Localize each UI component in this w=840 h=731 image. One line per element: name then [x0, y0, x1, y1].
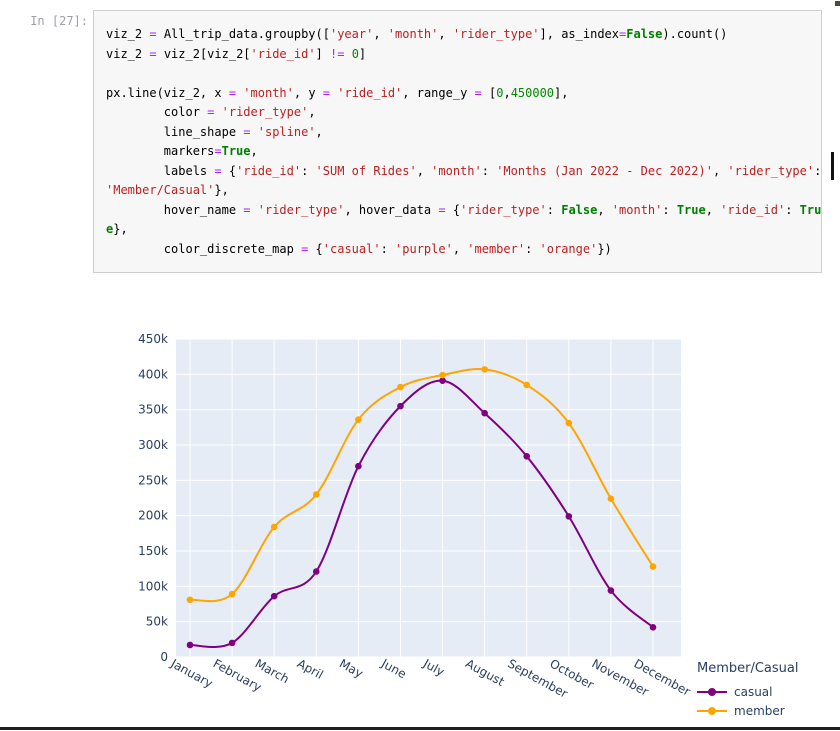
series-marker-member[interactable] — [607, 495, 615, 503]
series-marker-casual[interactable] — [355, 462, 362, 470]
code-line: line_shape = 'spline', — [106, 124, 323, 139]
x-tick-label: January — [168, 656, 215, 691]
legend-item-member[interactable]: member — [697, 701, 799, 720]
code-line: viz_2 = All_trip_data.groupby(['year', '… — [106, 27, 728, 41]
series-marker-casual[interactable] — [397, 402, 404, 410]
legend-label: member — [734, 703, 785, 718]
text-cursor — [831, 152, 834, 180]
x-tick-label: July — [420, 656, 447, 679]
plotly-figure: 0 50k 100k 150k 200k 250k 300k 350k 400k 450k Janu… — [0, 318, 840, 727]
series-casual[interactable] — [186, 377, 657, 649]
series-marker-member[interactable] — [228, 590, 236, 598]
legend-title: Member/Casual — [697, 661, 799, 676]
series-marker-casual[interactable] — [270, 592, 278, 600]
code-line: e}, — [106, 222, 128, 236]
code-line: labels = {'ride_id': 'SUM of Rides', 'mo… — [106, 163, 822, 178]
series-marker-casual[interactable] — [312, 568, 320, 575]
series-marker-casual[interactable] — [523, 453, 531, 460]
y-tick-label: 400k — [138, 367, 168, 381]
series-marker-casual[interactable] — [481, 409, 488, 417]
code-line: 'Member/Casual'}, — [106, 183, 229, 197]
series-marker-casual[interactable] — [607, 587, 615, 594]
y-tick-label: 200k — [138, 509, 168, 523]
series-marker-member[interactable] — [481, 366, 488, 373]
series-line-member[interactable] — [189, 368, 654, 603]
series-marker-casual[interactable] — [649, 624, 657, 631]
code-editor[interactable]: viz_2 = All_trip_data.groupby(['year', '… — [106, 25, 822, 259]
legend: Member/Casual casual member — [697, 661, 799, 720]
series-marker-casual[interactable] — [565, 513, 573, 520]
line-chart[interactable]: 0 50k 100k 150k 200k 250k 300k 350k 400k 450k Janu… — [0, 318, 840, 727]
code-line: viz_2 = viz_2[viz_2['ride_id'] != 0] — [106, 46, 367, 61]
x-tick-label: August — [463, 656, 507, 689]
series-marker-member[interactable] — [523, 381, 531, 389]
series-marker-member[interactable] — [312, 491, 320, 498]
code-line — [106, 64, 817, 84]
x-tick-label: April — [295, 656, 326, 682]
series-marker-member[interactable] — [649, 563, 657, 570]
code-line: color_discrete_map = {'casual': 'purple'… — [106, 241, 612, 256]
cell-input-prompt: In [27]: — [30, 14, 88, 28]
y-tick-label: 250k — [138, 473, 168, 487]
x-tick-label: May — [337, 656, 365, 680]
bottom-border — [0, 727, 840, 730]
code-line: color = 'rider_type', — [106, 105, 316, 119]
legend-sample-icon — [697, 706, 727, 715]
y-tick-label: 100k — [138, 579, 168, 593]
gridlines — [176, 338, 681, 658]
legend-label: casual — [734, 684, 773, 699]
y-tick-label: 150k — [138, 544, 168, 558]
corner-artifact — [835, 1, 840, 6]
series-marker-member[interactable] — [270, 523, 278, 531]
series-marker-casual[interactable] — [439, 377, 446, 384]
y-tick-label: 0 — [160, 650, 168, 664]
y-tick-label: 300k — [138, 438, 168, 452]
series-marker-casual[interactable] — [228, 639, 236, 647]
code-line: hover_name = 'rider_type', hover_data = … — [106, 202, 822, 217]
series-member[interactable] — [186, 366, 657, 604]
y-tick-label: 450k — [138, 332, 168, 346]
y-tick-label: 50k — [146, 615, 168, 629]
x-tick-label: June — [378, 656, 409, 681]
series-marker-member[interactable] — [439, 371, 446, 379]
code-cell[interactable]: viz_2 = All_trip_data.groupby(['year', '… — [93, 10, 822, 273]
series-marker-member[interactable] — [565, 419, 573, 427]
series-marker-member[interactable] — [355, 416, 362, 423]
plot-area[interactable] — [176, 339, 681, 657]
code-line: px.line(viz_2, x = 'month', y = 'ride_id… — [106, 85, 569, 100]
series-marker-member[interactable] — [397, 383, 404, 391]
code-line: markers=True, — [106, 144, 258, 158]
legend-item-casual[interactable]: casual — [697, 682, 799, 701]
series-marker-member[interactable] — [186, 596, 194, 604]
series-marker-casual[interactable] — [186, 641, 194, 649]
legend-sample-icon — [697, 687, 727, 696]
y-tick-label: 350k — [138, 403, 168, 417]
